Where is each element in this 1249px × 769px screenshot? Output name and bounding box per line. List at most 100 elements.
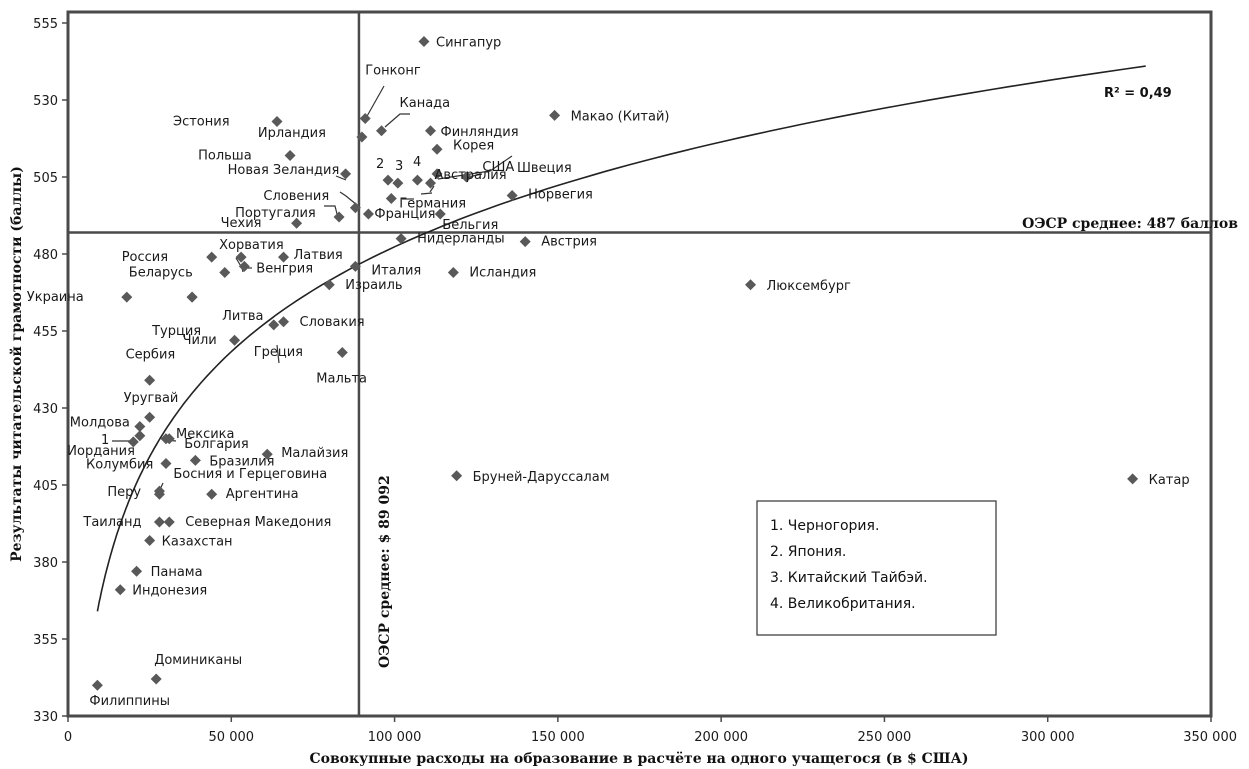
data-point	[291, 217, 303, 229]
data-label: Хорватия	[219, 238, 284, 253]
y-tick-label: 455	[33, 325, 58, 340]
data-label: Бразилия	[209, 454, 274, 469]
data-label: Бруней-Даруссалам	[473, 470, 610, 485]
data-label: Индонезия	[132, 584, 207, 599]
x-tick-label: 150 000	[531, 730, 585, 745]
data-point	[519, 236, 531, 248]
data-point	[356, 131, 368, 143]
y-tick-label: 480	[33, 248, 58, 263]
data-label: Канада	[400, 96, 451, 111]
data-label: Малайзия	[281, 446, 348, 461]
leader-line	[420, 192, 433, 195]
marker-number-3: 3	[395, 159, 403, 174]
data-point	[261, 448, 273, 460]
marker-number-4: 4	[413, 155, 421, 170]
plot-area	[66, 10, 1213, 718]
data-point	[362, 208, 374, 220]
data-point	[134, 430, 146, 442]
oecd-average-score-label: ОЭСР среднее: 487 баллов	[1022, 216, 1238, 232]
data-label: Польша	[198, 148, 252, 163]
data-label: Чехия	[221, 216, 262, 231]
y-tick-label: 555	[33, 17, 58, 32]
data-point	[431, 168, 443, 180]
data-label: Украина	[27, 290, 84, 305]
data-label: Гонконг	[365, 64, 421, 79]
data-label: Бельгия	[442, 218, 498, 233]
data-label: Доминиканы	[154, 653, 242, 668]
data-point	[163, 433, 175, 445]
marker-number-2: 2	[376, 157, 384, 172]
data-label: Сингапур	[436, 36, 501, 51]
data-point	[336, 347, 348, 359]
data-label: Латвия	[294, 248, 343, 263]
data-label: Колумбия	[86, 457, 153, 472]
data-label: Ирландия	[258, 126, 326, 141]
data-point	[395, 233, 407, 245]
data-label: Словения	[263, 189, 329, 204]
data-point	[340, 168, 352, 180]
data-label: Турция	[151, 324, 201, 339]
data-point	[506, 189, 518, 201]
oecd-average-spending-label: ОЭСР среднее: $ 89 092	[377, 475, 393, 668]
x-tick-label: 50 000	[209, 730, 255, 745]
y-tick-label: 355	[33, 633, 58, 648]
data-label: Германия	[399, 197, 466, 212]
data-point	[271, 116, 283, 128]
data-point	[153, 516, 165, 528]
data-label: Словакия	[300, 315, 365, 330]
data-point	[121, 291, 133, 303]
marker-number-1: 1	[101, 433, 109, 448]
leader-line	[437, 155, 513, 180]
data-label: Эстония	[173, 115, 230, 130]
data-point	[206, 488, 218, 500]
x-axis-ticks: 0 50 000 100 000 150 000 200 000 250 000 300 0…	[64, 716, 1237, 745]
data-point	[451, 470, 463, 482]
data-label: Швеция	[517, 161, 572, 176]
data-point	[144, 374, 156, 386]
data-point	[163, 516, 175, 528]
data-point	[131, 565, 143, 577]
data-point	[385, 193, 397, 205]
y-tick-label: 405	[33, 479, 58, 494]
data-label: Греция	[254, 345, 303, 360]
data-point	[323, 279, 335, 291]
data-label: Мексика	[176, 427, 234, 442]
data-label: Аргентина	[226, 487, 299, 502]
data-point	[549, 109, 561, 121]
data-point	[127, 436, 139, 448]
data-label: Венгрия	[256, 261, 313, 276]
data-label: Филиппины	[89, 694, 170, 709]
x-tick-label: 100 000	[368, 730, 422, 745]
y-axis-ticks: 330 355 380 405 430 455 480 505 530 555	[33, 17, 68, 725]
legend-entry: 3. Китайский Тайбэй.	[770, 570, 928, 586]
leader-line	[335, 175, 347, 181]
data-label: Нидерланды	[417, 232, 505, 247]
data-point	[376, 125, 388, 137]
data-label: Люксембург	[767, 279, 851, 294]
data-label: Австрия	[541, 235, 597, 250]
data-point	[349, 202, 361, 214]
data-point	[189, 454, 201, 466]
data-label: Новая Зеландия	[228, 163, 340, 178]
data-point	[150, 673, 162, 685]
data-label: Иордания	[67, 444, 135, 459]
data-point	[411, 174, 423, 186]
data-point	[382, 174, 394, 186]
data-point	[134, 420, 146, 432]
data-label: Сербия	[126, 347, 176, 362]
data-label: Норвегия	[528, 188, 593, 203]
data-labels: Сингапур Гонконг Канада Макао (Китай) Эстони…	[27, 36, 1190, 710]
data-label: Беларусь	[129, 266, 193, 281]
data-point	[333, 211, 345, 223]
y-tick-label: 530	[33, 94, 58, 109]
data-point	[91, 679, 103, 691]
data-label: Италия	[371, 263, 421, 278]
legend-entry: 2. Япония.	[770, 544, 846, 560]
data-point	[418, 35, 430, 47]
data-point	[431, 143, 443, 155]
y-tick-label: 380	[33, 556, 58, 571]
legend-entry: 4. Великобритания.	[770, 596, 916, 612]
y-tick-label: 505	[33, 171, 58, 186]
data-point	[392, 177, 404, 189]
data-label: Исландия	[469, 266, 536, 281]
